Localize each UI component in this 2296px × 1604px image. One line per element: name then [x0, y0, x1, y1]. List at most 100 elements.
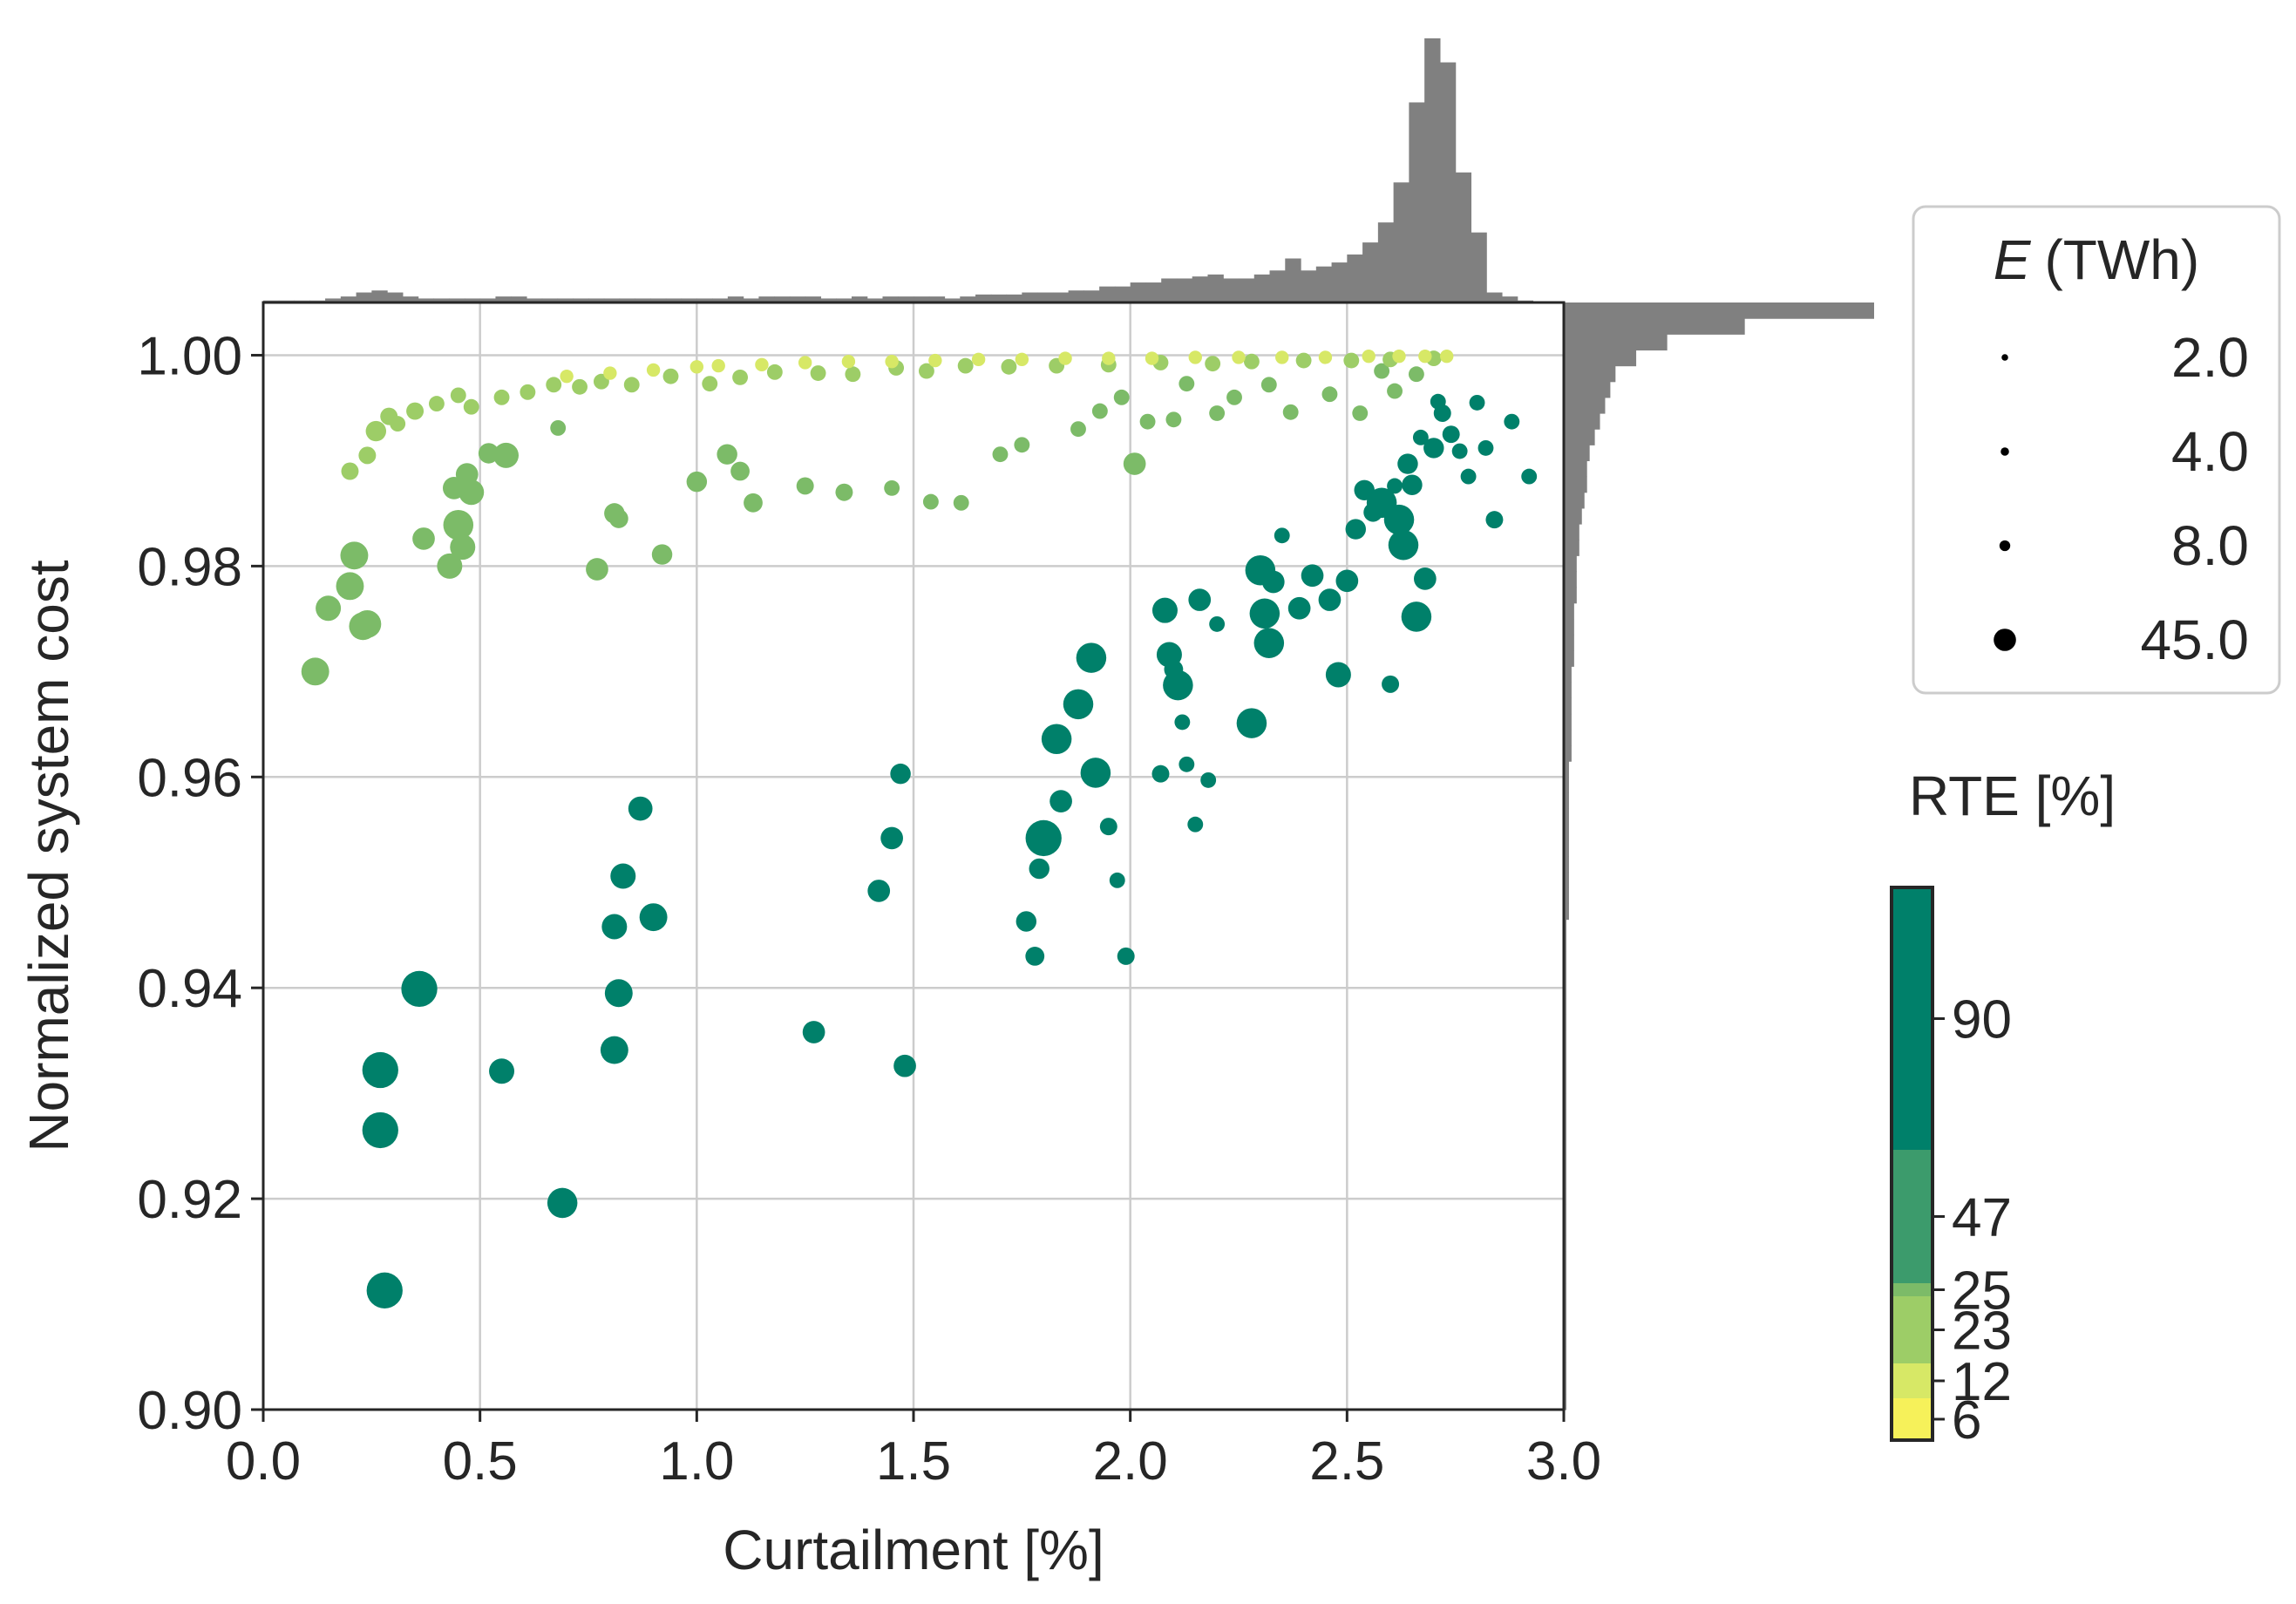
x-hist-bar — [449, 298, 465, 302]
scatter-point — [1408, 366, 1424, 383]
scatter-point — [341, 462, 359, 480]
scatter-point — [1402, 474, 1423, 495]
x-tick-label: 2.0 — [1093, 1431, 1168, 1492]
x-hist-bar — [635, 298, 651, 302]
y-hist-bar — [1564, 571, 1577, 588]
x-hist-bar — [1083, 290, 1100, 302]
scatter-point — [1015, 352, 1029, 367]
x-hist-bar — [1207, 274, 1224, 302]
y-hist-bar — [1564, 302, 1874, 319]
scatter-point — [835, 483, 853, 501]
scatter-point — [1325, 662, 1351, 688]
legend-label: 8.0 — [2171, 514, 2249, 577]
scatter-point — [1099, 818, 1117, 836]
x-hist-bar — [944, 298, 961, 302]
x-hist-bar — [325, 298, 342, 302]
scatter-point — [1179, 376, 1195, 392]
scatter-point — [893, 1054, 916, 1077]
scatter-point — [572, 378, 588, 395]
y-hist-bar — [1564, 350, 1637, 367]
scatter-point — [1174, 714, 1191, 731]
x-hist-bar — [1486, 292, 1503, 302]
legend-marker — [2001, 447, 2009, 456]
scatter-point — [1139, 413, 1156, 430]
scatter-point — [702, 376, 718, 392]
y-hist-bar — [1564, 824, 1569, 841]
scatter-point — [550, 419, 567, 436]
colorbar-tick-label: 6 — [1952, 1390, 1981, 1451]
scatter-point — [1209, 405, 1226, 421]
scatter-point — [428, 396, 445, 412]
x-hist-bar — [402, 296, 419, 302]
colorbar-bin — [1892, 1296, 1933, 1363]
scatter-point — [603, 366, 617, 380]
scatter-point — [639, 903, 668, 932]
scatter-point — [646, 363, 661, 377]
scatter-point — [1382, 675, 1400, 693]
x-hist-bar — [914, 296, 930, 302]
x-axis: 0.0 0.5 1.0 1.5 2.0 2.5 3.0 — [226, 1410, 1601, 1492]
scatter-point — [922, 493, 939, 510]
scatter-point — [586, 558, 608, 581]
x-hist-bar — [696, 298, 713, 302]
scatter-point — [1460, 468, 1477, 485]
x-hist-bar — [541, 298, 559, 302]
scatter-point — [1387, 478, 1403, 494]
x-hist-bar — [712, 298, 729, 302]
y-hist-bar — [1564, 666, 1572, 683]
x-hist-bar — [743, 298, 759, 302]
scatter-point — [604, 979, 633, 1008]
y-hist-bar — [1564, 507, 1582, 525]
scatter-point — [401, 970, 438, 1008]
x-hist-bar — [511, 296, 527, 302]
y-hist-bar — [1564, 429, 1595, 445]
scatter-point — [340, 541, 369, 570]
scatter-point — [810, 365, 826, 381]
scatter-point — [1123, 452, 1146, 475]
y-hist-bar — [1564, 635, 1574, 651]
scatter-point — [390, 416, 406, 432]
scatter-point — [845, 366, 861, 383]
y-marginal-histogram — [1564, 302, 1874, 1410]
scatter-point — [992, 446, 1009, 463]
scatter-point — [450, 387, 466, 404]
scatter-point — [366, 1272, 403, 1308]
scatter-point — [1165, 411, 1182, 428]
scatter-point — [1029, 858, 1050, 880]
scatter-point — [1058, 351, 1072, 365]
scatter-point — [1362, 349, 1376, 364]
y-hist-bar — [1564, 460, 1587, 478]
y-hist-bar — [1564, 887, 1569, 905]
scatter-point — [316, 595, 342, 622]
x-hist-bar — [1285, 258, 1301, 302]
y-tick-label: 0.92 — [137, 1170, 242, 1230]
scatter-point — [1477, 439, 1494, 456]
scatter-point — [686, 471, 708, 493]
y-hist-bar — [1564, 808, 1569, 826]
scatter-point — [362, 1051, 398, 1089]
scatter-point — [1401, 602, 1432, 632]
scatter-point — [1451, 443, 1468, 459]
legend-marker — [1994, 629, 2016, 651]
y-hist-bar — [1564, 792, 1569, 810]
x-hist-bar — [1022, 292, 1038, 302]
x-hist-bar — [882, 296, 899, 302]
x-hist-bar — [1424, 38, 1441, 302]
x-tick-label: 1.0 — [659, 1431, 734, 1492]
scatter-point — [796, 477, 814, 495]
x-hist-bar — [1192, 276, 1209, 302]
legend-marker — [1999, 540, 2011, 552]
x-hist-bar — [1052, 292, 1070, 302]
x-marginal-histogram — [263, 38, 1534, 302]
scatter-point — [928, 353, 942, 368]
scatter-point — [1521, 468, 1538, 485]
scatter-point — [1232, 350, 1246, 364]
x-hist-bar — [479, 298, 497, 302]
x-hist-bar — [820, 298, 837, 302]
y-hist-bar — [1564, 413, 1600, 430]
scatter-point — [463, 398, 479, 415]
colorbar-tick-label: 25 — [1952, 1261, 2012, 1322]
scatter-point — [651, 544, 673, 565]
